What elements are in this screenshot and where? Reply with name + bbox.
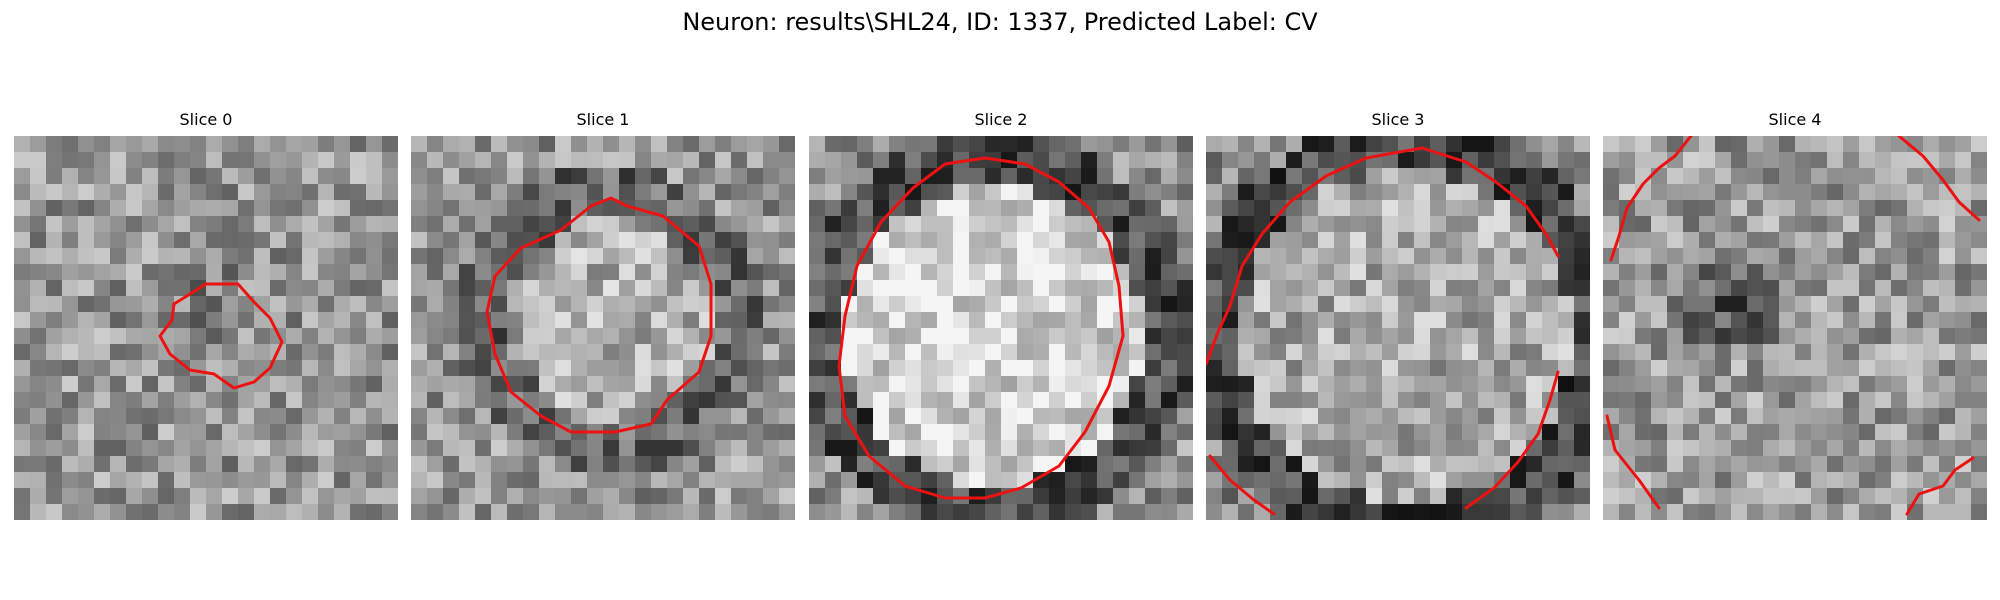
- slice-image-4: [1603, 136, 1987, 520]
- slice-panel-3: Slice 3: [1206, 110, 1590, 520]
- figure-title: Neuron: results\SHL24, ID: 1337, Predict…: [0, 8, 2000, 36]
- slice-title-1: Slice 1: [411, 110, 795, 132]
- slice-title-0: Slice 0: [14, 110, 398, 132]
- slice-pixels-4: [1603, 136, 1987, 520]
- slice-title-2: Slice 2: [809, 110, 1193, 132]
- slice-panel-2: Slice 2: [809, 110, 1193, 520]
- slice-panel-0: Slice 0: [14, 110, 398, 520]
- slice-image-2: [809, 136, 1193, 520]
- slice-pixels-2: [809, 136, 1193, 520]
- slice-title-3: Slice 3: [1206, 110, 1590, 132]
- slice-pixels-1: [411, 136, 795, 520]
- slice-pixels-3: [1206, 136, 1590, 520]
- slice-panel-1: Slice 1: [411, 110, 795, 520]
- slice-image-3: [1206, 136, 1590, 520]
- slice-image-1: [411, 136, 795, 520]
- slice-title-4: Slice 4: [1603, 110, 1987, 132]
- slice-panel-4: Slice 4: [1603, 110, 1987, 520]
- slice-image-0: [14, 136, 398, 520]
- slice-pixels-0: [14, 136, 398, 520]
